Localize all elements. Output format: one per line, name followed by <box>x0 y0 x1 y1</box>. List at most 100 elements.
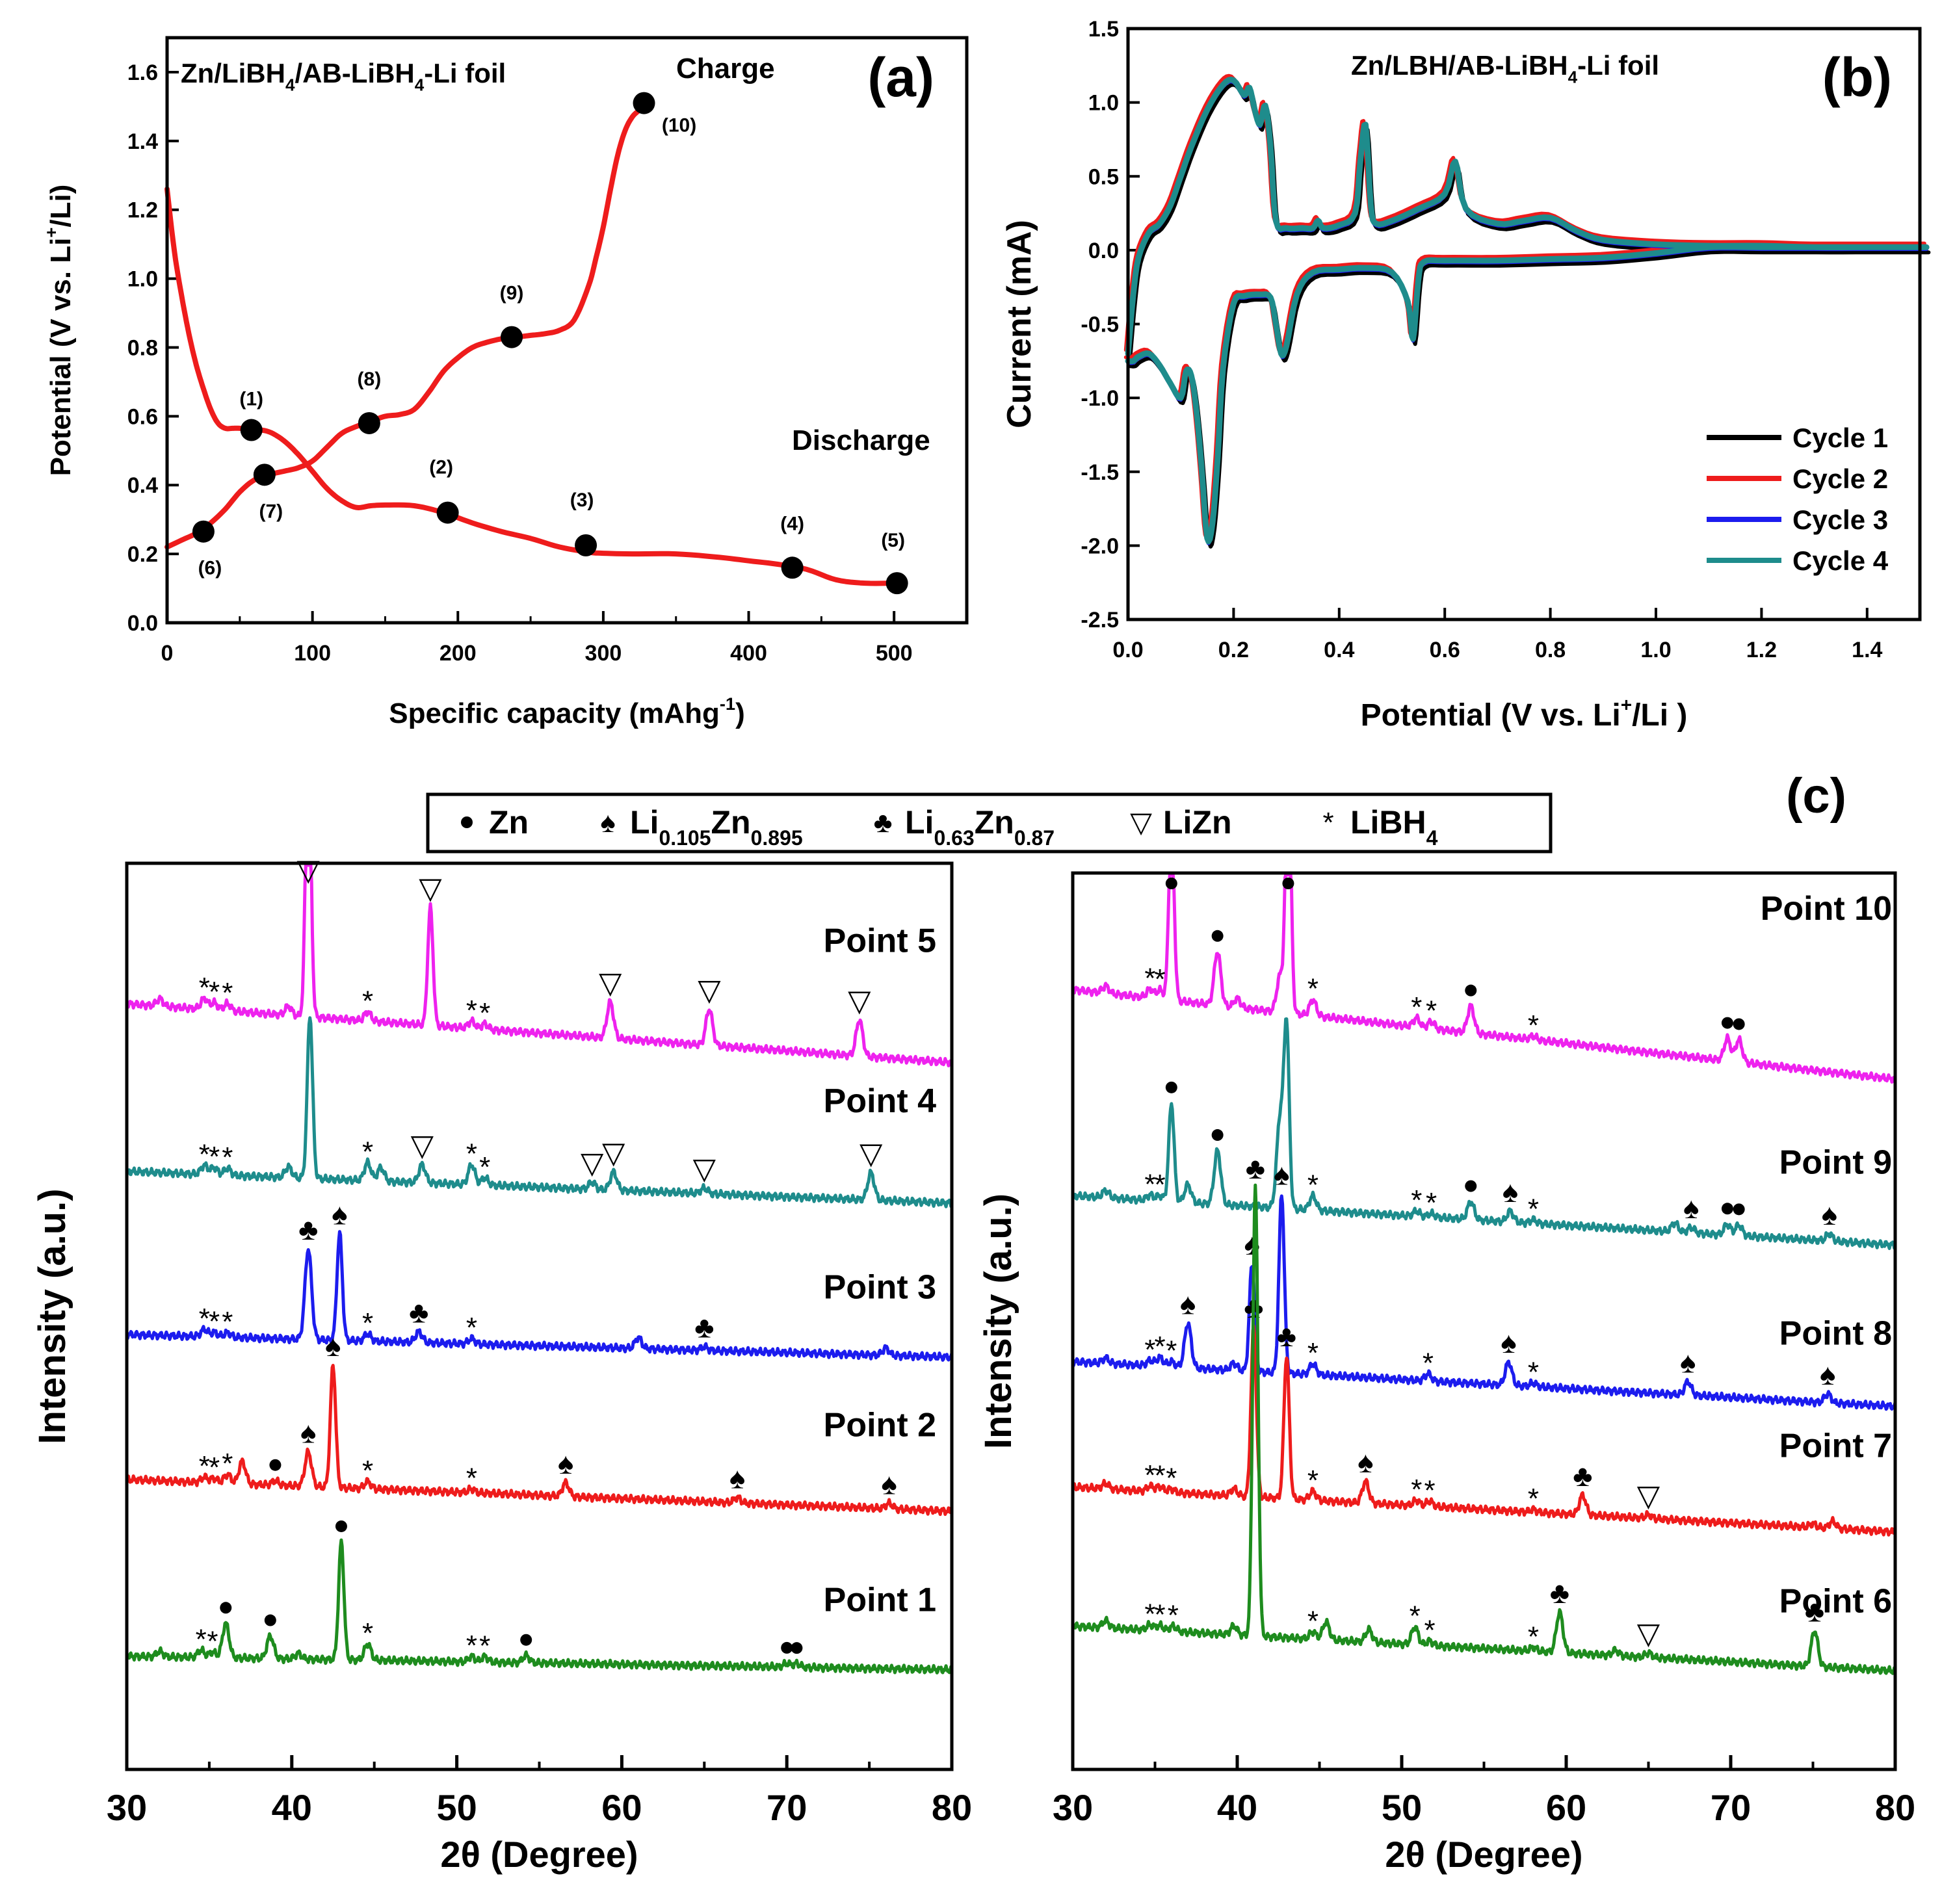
peak-marker <box>520 1634 532 1646</box>
peak-marker: * <box>1155 1331 1166 1363</box>
peak-marker: * <box>362 985 373 1017</box>
legend-label: Cycle 3 <box>1792 504 1888 535</box>
peak-marker: ▽ <box>848 984 871 1017</box>
y-tick-label: 1.6 <box>127 60 158 85</box>
text-part: ) <box>735 698 745 729</box>
data-point <box>886 572 908 595</box>
legend-symbol <box>461 816 473 828</box>
peak-marker: ♣ <box>1573 1459 1592 1493</box>
peak-marker <box>781 1641 793 1654</box>
peak-marker: * <box>466 1630 477 1662</box>
legend-symbol: * <box>1322 807 1333 839</box>
series-line-point-3 <box>125 1230 954 1362</box>
subscript: 4 <box>1568 68 1578 87</box>
text-part: Zn <box>711 804 751 841</box>
x-tick-label: 0.8 <box>1535 638 1566 662</box>
x-tick-label: 400 <box>730 641 767 666</box>
x-tick-label: 0.6 <box>1430 638 1460 662</box>
chart-title: Zn/LiBH4/AB-LiBH4-Li foil <box>181 58 506 95</box>
peak-marker <box>1733 1018 1745 1030</box>
x-tick-label: 80 <box>1875 1787 1915 1828</box>
peak-marker: ♠ <box>1180 1286 1196 1320</box>
peak-marker: ▽ <box>411 1128 434 1162</box>
peak-marker <box>1165 878 1177 889</box>
peak-marker: * <box>222 1306 233 1338</box>
peak-marker: * <box>196 1623 207 1655</box>
peak-marker <box>1165 1081 1177 1093</box>
peak-marker: ♠ <box>1680 1345 1696 1379</box>
text-part: /Li ) <box>1632 698 1687 733</box>
panel-c-right: 30 40 50 60 70 80 2θ (Degree) Intensity (a.u.) P… <box>977 873 1915 1875</box>
series-label: Point 9 <box>1779 1143 1892 1181</box>
text-part: Potential (V vs. Li <box>1361 698 1621 733</box>
legend-label: LiZn <box>1163 804 1232 841</box>
series-line-point-2 <box>125 1364 954 1517</box>
peak-marker: * <box>209 1306 220 1338</box>
peak-marker: * <box>362 1455 373 1487</box>
series-line-point-8 <box>1071 1194 1897 1411</box>
legend-label: Cycle 4 <box>1792 545 1889 576</box>
peak-marker: * <box>1410 1600 1421 1632</box>
data-point <box>575 534 597 556</box>
peak-marker: * <box>199 972 210 1004</box>
superscript: -1 <box>720 694 735 714</box>
text-part: Potential (V vs. Li <box>45 238 77 476</box>
y-tick-label: 1.4 <box>127 129 158 154</box>
y-axis-label: Current (mA) <box>1001 220 1038 428</box>
x-tick-label: 60 <box>1546 1787 1586 1828</box>
series-line-point-9 <box>1071 1017 1897 1250</box>
peak-marker: * <box>1144 962 1155 994</box>
text-part: Zn/LBH/AB-LiBH <box>1351 50 1568 81</box>
peak-marker: * <box>1307 1337 1319 1369</box>
peak-marker: * <box>1155 1460 1166 1492</box>
peak-marker: * <box>1528 1193 1539 1225</box>
text-part: -Li foil <box>1577 50 1659 81</box>
series-label: Point 4 <box>824 1082 936 1120</box>
peak-marker: * <box>1166 1462 1177 1494</box>
peak-marker: * <box>362 1617 373 1649</box>
x-axis-label: 2θ (Degree) <box>1385 1834 1582 1875</box>
legend-box <box>426 792 1553 854</box>
peak-marker: ▽ <box>581 1145 604 1179</box>
peak-marker <box>1465 984 1477 997</box>
data-point-label: (8) <box>358 369 382 390</box>
text-part: Zn <box>489 804 529 841</box>
text-part: Specific capacity (mAhg <box>389 698 720 729</box>
data-point <box>358 411 380 434</box>
peak-marker: * <box>362 1307 373 1339</box>
panel-c-left-frame <box>125 861 954 1771</box>
peak-marker: * <box>466 995 477 1026</box>
peak-marker <box>335 1520 347 1532</box>
x-tick-label: 30 <box>107 1787 147 1828</box>
panel-c-left: 30 40 50 60 70 80 2θ (Degree) Intensity (a.u.) P… <box>31 853 972 1875</box>
y-axis-label: Intensity (a.u.) <box>31 1188 73 1444</box>
panel-a: 0 100 200 300 400 500 0.0 0.2 0.4 0.6 0.8 1.0 1.2 1.4… <box>41 47 934 729</box>
text-part: Zn/LiBH <box>181 58 285 88</box>
peak-marker <box>220 1602 232 1614</box>
x-tick-label: 0.4 <box>1324 638 1354 662</box>
peak-marker: ▽ <box>698 972 721 1006</box>
x-tick-label: 40 <box>272 1787 312 1828</box>
data-point-label: (4) <box>780 513 804 534</box>
x-axis-label: Potential (V vs. Li+/Li ) <box>1361 694 1688 733</box>
peak-marker: * <box>1528 1621 1539 1652</box>
legend-symbol: ▽ <box>1130 807 1152 839</box>
legend-label: Cycle 1 <box>1792 423 1888 453</box>
peak-marker: * <box>1144 1334 1155 1366</box>
data-point <box>240 419 263 441</box>
x-tick-label: 0 <box>161 641 174 666</box>
superscript: + <box>41 228 61 238</box>
series-label: Point 5 <box>824 922 936 960</box>
peak-marker: * <box>199 1450 210 1482</box>
peak-marker: ♠ <box>1358 1445 1373 1479</box>
peak-marker: * <box>1423 1347 1434 1379</box>
peak-marker: ▽ <box>1637 1478 1660 1512</box>
y-tick-label: 1.0 <box>1088 91 1119 116</box>
subscript: 0.63 <box>934 826 974 850</box>
peak-marker: ♣ <box>1550 1576 1569 1610</box>
subscript: 0.895 <box>751 826 803 850</box>
peak-marker: ♠ <box>881 1467 897 1501</box>
peak-marker <box>264 1614 276 1626</box>
series-label: Point 8 <box>1779 1315 1892 1353</box>
